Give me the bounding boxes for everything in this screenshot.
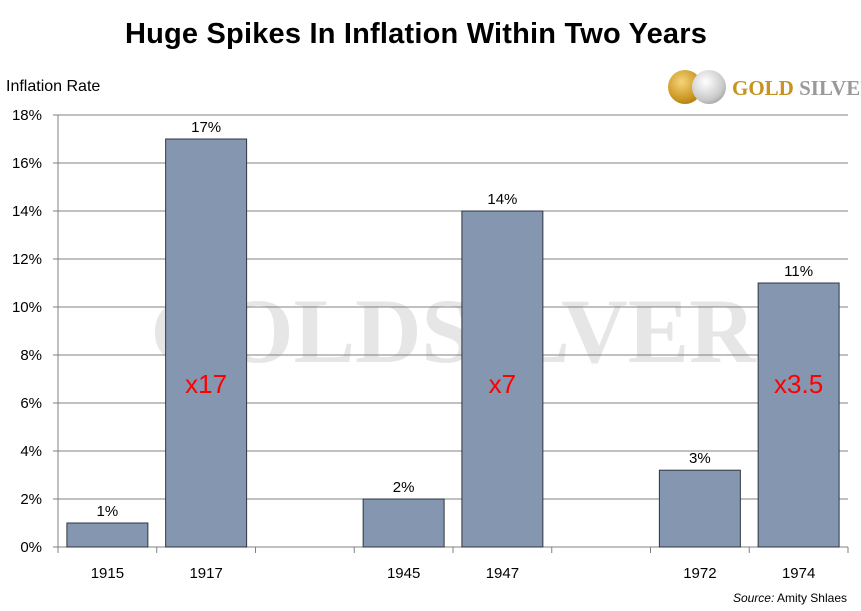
y-axis-label: Inflation Rate — [6, 78, 101, 95]
data-label: 3% — [689, 450, 711, 467]
goldsilver-logo: GOLD SILVER — [668, 70, 861, 106]
y-tick-label: 12% — [12, 251, 42, 268]
x-tick-label: 1972 — [683, 565, 716, 582]
bar-1974 — [757, 282, 840, 548]
multiplier-label: x17 — [185, 369, 227, 399]
x-tick-label: 1917 — [189, 565, 222, 582]
data-label: 14% — [487, 191, 517, 208]
data-label: 11% — [784, 263, 813, 280]
y-tick-label: 8% — [20, 347, 42, 364]
x-tick-label: 1974 — [782, 565, 815, 582]
bar-1947 — [461, 210, 544, 548]
bar-1945 — [362, 498, 445, 548]
logo-text-gold: GOLD — [732, 76, 794, 100]
data-label: 2% — [393, 479, 415, 496]
bar-1972 — [658, 469, 741, 548]
y-tick-label: 14% — [12, 203, 42, 220]
x-tick-label: 1915 — [91, 565, 124, 582]
source-note: Source: Amity Shlaes — [733, 591, 847, 605]
bar-1915 — [66, 522, 149, 548]
source-value: Amity Shlaes — [776, 591, 847, 605]
y-tick-label: 16% — [12, 155, 42, 172]
multiplier-label: x7 — [489, 369, 516, 399]
logo-text-silver: SILVER — [799, 76, 861, 100]
x-tick-label: 1945 — [387, 565, 420, 582]
chart-title: Huge Spikes In Inflation Within Two Year… — [124, 18, 708, 50]
y-tick-label: 10% — [12, 299, 42, 316]
data-label: 17% — [191, 119, 221, 136]
y-tick-label: 18% — [12, 107, 42, 124]
source-label: Source: — [732, 591, 775, 605]
data-label: 1% — [97, 503, 119, 520]
silver-coin-icon — [692, 70, 726, 104]
y-tick-label: 4% — [20, 443, 42, 460]
y-tick-label: 2% — [20, 491, 42, 508]
bar-1917 — [165, 138, 248, 548]
y-tick-label: 6% — [20, 395, 42, 412]
multiplier-label: x3.5 — [774, 369, 823, 399]
x-tick-label: 1947 — [486, 565, 519, 582]
y-tick-label: 0% — [20, 539, 42, 556]
logo-text: GOLD SILVER — [732, 76, 861, 101]
watermark-text: GOLDSILVER — [150, 280, 757, 382]
